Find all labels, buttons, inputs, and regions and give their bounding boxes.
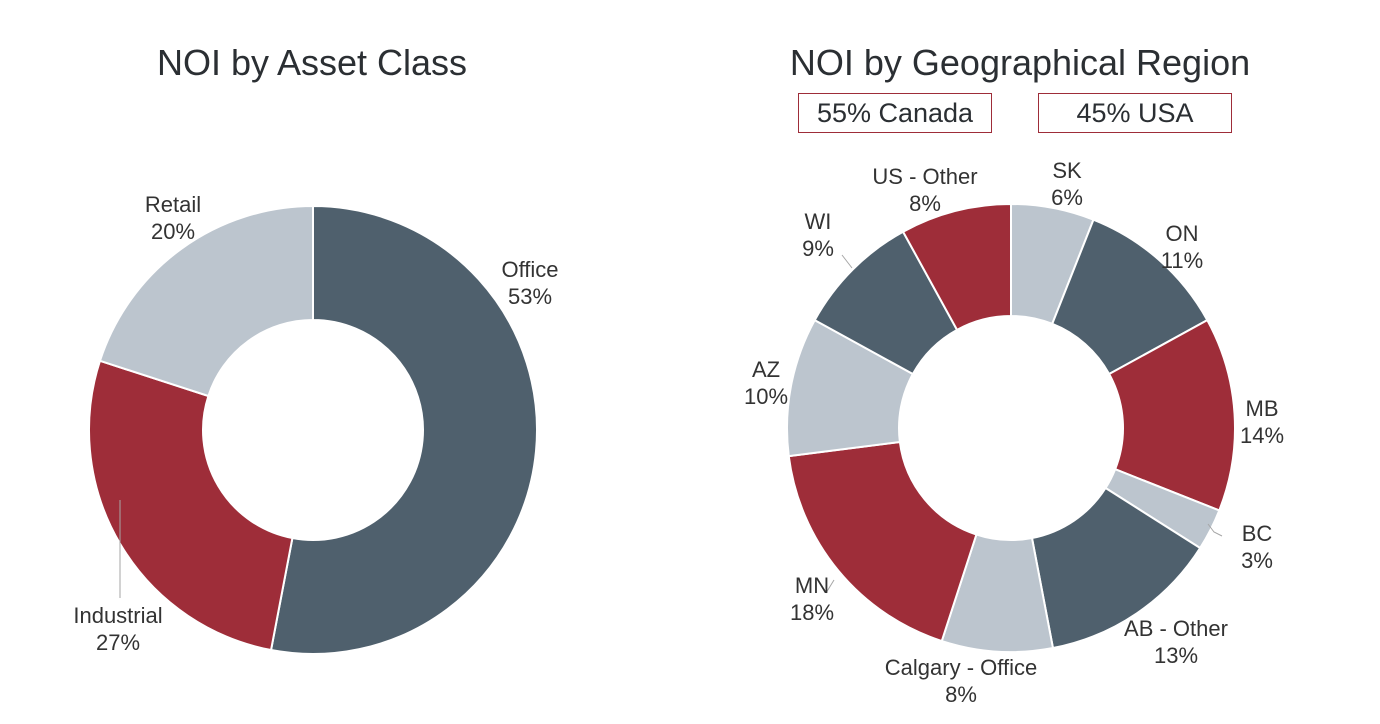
chart-title-asset-class: NOI by Asset Class (156, 42, 468, 83)
slice-mn (787, 440, 978, 643)
slice-label-name-sk: SK (1052, 158, 1082, 183)
slice-label-name-bc: BC (1242, 521, 1273, 546)
slice-label-ab-other: AB - Other 13% (1124, 616, 1228, 668)
leader-line-bc (1207, 523, 1223, 537)
slice-label-mb: MB 14% (1240, 396, 1284, 448)
slice-label-on: ON 11% (1161, 221, 1203, 273)
slice-label-name-retail: Retail (145, 192, 201, 217)
slice-label-name-calgary-office: Calgary - Office (885, 655, 1037, 680)
slice-label-value-office: 53% (508, 284, 552, 309)
slice-label-value-industrial: 27% (96, 630, 140, 655)
chart-title-geographical-region: NOI by Geographical Region (789, 42, 1251, 83)
slice-label-name-wi: WI (805, 209, 832, 234)
slice-label-sk: SK 6% (1051, 158, 1083, 210)
slice-label-value-mb: 14% (1240, 423, 1284, 448)
slice-label-value-calgary-office: 8% (945, 682, 977, 707)
leader-line-wi (841, 254, 853, 269)
slice-label-value-sk: 6% (1051, 185, 1083, 210)
slice-label-calgary-office: Calgary - Office 8% (885, 655, 1037, 707)
slice-label-name-industrial: Industrial (73, 603, 162, 628)
slice-label-office: Office 53% (501, 257, 558, 309)
slice-label-retail: Retail 20% (145, 192, 201, 244)
slice-label-mn: MN 18% (790, 573, 834, 625)
slice-label-value-wi: 9% (802, 236, 834, 261)
slice-label-value-retail: 20% (151, 219, 195, 244)
slice-label-value-bc: 3% (1241, 548, 1273, 573)
leader-line-mn (825, 579, 835, 594)
slice-label-az: AZ 10% (744, 357, 788, 409)
slice-label-name-us-other: US - Other (872, 164, 977, 189)
slice-us-other (901, 202, 1012, 332)
slice-label-name-mb: MB (1246, 396, 1279, 421)
slice-label-name-mn: MN (795, 573, 829, 598)
slice-office (269, 204, 538, 655)
slice-label-value-az: 10% (744, 384, 788, 409)
slice-label-value-mn: 18% (790, 600, 834, 625)
slice-label-us-other: US - Other 8% (872, 164, 977, 216)
slice-label-value-ab-other: 13% (1154, 643, 1198, 668)
slice-industrial (88, 359, 294, 652)
slice-label-name-on: ON (1166, 221, 1199, 246)
canada-share-box: 55% Canada (798, 93, 992, 133)
slice-retail (98, 204, 314, 398)
slice-label-name-ab-other: AB - Other (1124, 616, 1228, 641)
slice-label-name-az: AZ (752, 357, 780, 382)
usa-share-box: 45% USA (1038, 93, 1232, 133)
slice-label-wi: WI 9% (802, 209, 834, 261)
slice-label-bc: BC 3% (1241, 521, 1273, 573)
slice-label-name-office: Office (501, 257, 558, 282)
slice-label-industrial: Industrial 27% (73, 603, 162, 655)
slice-label-value-us-other: 8% (909, 191, 941, 216)
slice-label-value-on: 11% (1161, 248, 1203, 273)
